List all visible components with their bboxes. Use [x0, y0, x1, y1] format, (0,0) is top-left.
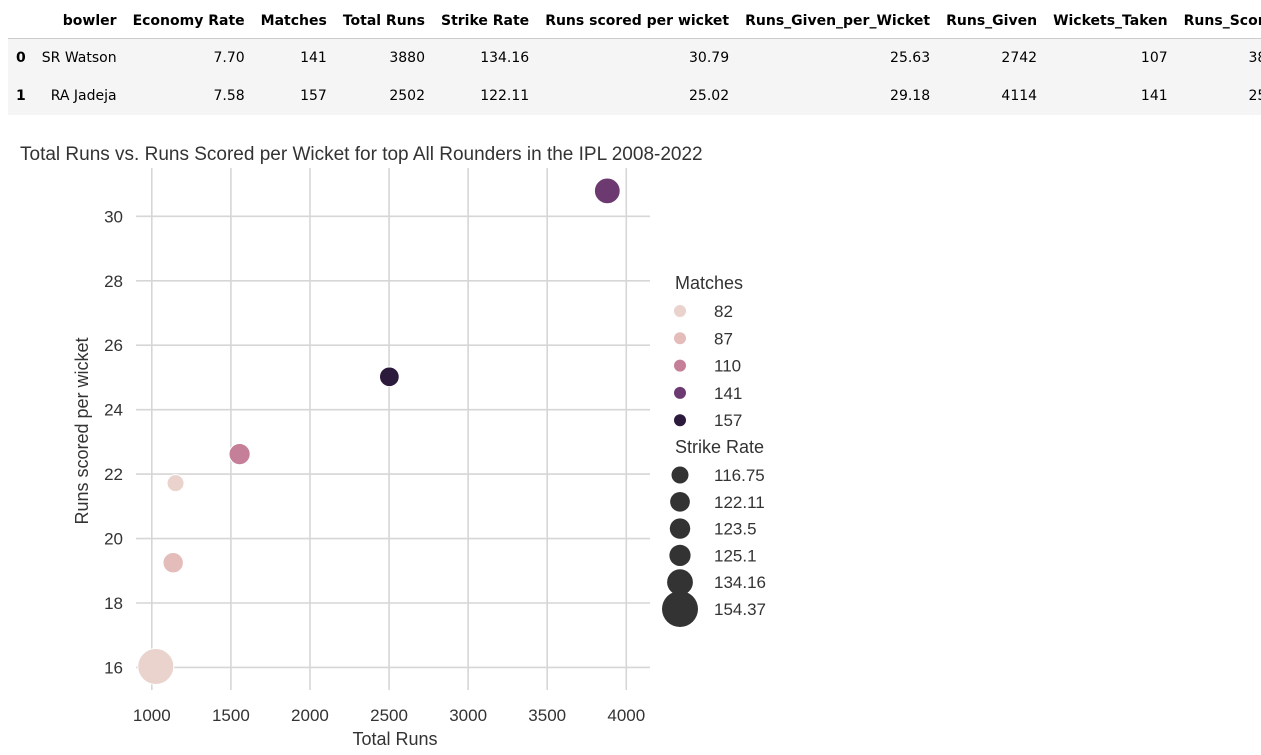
scatter-point — [379, 366, 400, 388]
column-header: Wickets_Taken — [1045, 4, 1176, 39]
size-legend-label: 116.75 — [714, 466, 765, 485]
size-legend-marker — [669, 544, 691, 567]
data-points — [137, 177, 621, 685]
y-tick-label: 18 — [104, 594, 123, 613]
table-cell: RA Jadeja — [33, 77, 125, 115]
size-legend-label: 134.16 — [714, 573, 766, 592]
y-tick-label: 30 — [104, 207, 123, 226]
size-legend-marker — [670, 491, 690, 512]
y-tick-label: 22 — [104, 465, 123, 484]
table-cell: 3880 — [334, 38, 433, 77]
column-header: Total Runs — [334, 4, 433, 39]
x-tick-labels: 1000 1500 2000 2500 3000 3500 4000 — [133, 706, 645, 725]
scatter-point — [162, 552, 184, 574]
table-cell: SR Watson — [33, 38, 125, 77]
table-cell: 107 — [1045, 38, 1176, 77]
table-cell: 2502 — [1175, 77, 1261, 115]
table-row: 1 RA Jadeja 7.58 157 2502 122.11 25.02 2… — [8, 77, 1261, 115]
hue-legend-label: 157 — [714, 411, 742, 430]
table-row: 0 SR Watson 7.70 141 3880 134.16 30.79 2… — [8, 38, 1261, 77]
column-header: Strike Rate — [432, 4, 538, 39]
table-cell: 2502 — [334, 77, 433, 115]
y-axis-label: Runs scored per wicket — [72, 337, 92, 524]
y-tick-labels: 16 18 20 22 24 26 28 30 — [104, 207, 123, 677]
x-tick-label: 3000 — [449, 706, 487, 725]
scatter-point — [137, 647, 175, 685]
column-header: Runs_Given_per_Wicket — [737, 4, 939, 39]
hue-legend-marker — [674, 332, 686, 345]
table-cell: 3880 — [1175, 38, 1261, 77]
table-cell: 141 — [1045, 77, 1176, 115]
y-tick-label: 24 — [104, 401, 123, 420]
table-cell: 122.11 — [432, 77, 538, 115]
table-cell: 157 — [252, 77, 335, 115]
table-cell: 7.70 — [124, 38, 253, 77]
hue-legend-marker — [674, 386, 686, 399]
hue-legend-label: 141 — [714, 384, 742, 403]
scatter-chart: Total Runs vs. Runs Scored per Wicket fo… — [20, 144, 766, 749]
size-legend-label: 154.37 — [714, 600, 766, 619]
table-cell: 25.02 — [537, 77, 738, 115]
size-legend-marker — [662, 591, 698, 627]
column-header: bowler — [33, 4, 125, 39]
table-cell: 7.58 — [124, 77, 253, 115]
x-tick-label: 2500 — [370, 706, 408, 725]
table-cell: 141 — [252, 38, 335, 77]
table-cell: 25.63 — [737, 38, 939, 77]
hue-legend-label: 82 — [714, 302, 733, 321]
hue-legend-label: 110 — [714, 357, 741, 376]
y-tick-label: 28 — [104, 272, 123, 291]
scatter-point — [166, 474, 185, 493]
hue-legend-marker — [674, 305, 686, 317]
legend: Matches Strike Rate 82 87 110 141 157 116.75 1… — [662, 273, 766, 627]
column-header: Runs_Given — [938, 4, 1046, 39]
size-legend-title: Strike Rate — [675, 437, 764, 457]
grid-lines — [136, 168, 650, 690]
size-legend-label: 125.1 — [714, 546, 757, 565]
column-header: Matches — [252, 4, 335, 39]
table-cell: 29.18 — [737, 77, 939, 115]
x-tick-label: 1500 — [212, 706, 250, 725]
y-tick-label: 16 — [104, 658, 123, 677]
x-tick-label: 3500 — [528, 706, 566, 725]
column-header — [8, 4, 34, 39]
hue-legend-marker — [674, 414, 686, 427]
size-legend-label: 122.11 — [714, 493, 765, 512]
size-legend-label: 123.5 — [714, 520, 757, 539]
size-legend-marker — [671, 466, 689, 484]
dataframe-table: bowler Economy Rate Matches Total Runs S… — [8, 4, 1261, 115]
table-cell: 4114 — [938, 77, 1046, 115]
table-cell: 30.79 — [537, 38, 738, 77]
hue-legend-label: 87 — [714, 329, 733, 348]
chart-title: Total Runs vs. Runs Scored per Wicket fo… — [20, 144, 703, 165]
table-header-row: bowler Economy Rate Matches Total Runs S… — [8, 4, 1261, 39]
column-header: Economy Rate — [124, 4, 253, 39]
x-tick-label: 1000 — [133, 706, 171, 725]
x-tick-label: 2000 — [291, 706, 329, 725]
column-header: Runs scored per wicket — [537, 4, 738, 39]
row-index: 1 — [8, 77, 34, 115]
size-legend-marker — [667, 569, 693, 596]
scatter-point — [593, 177, 621, 205]
x-axis-label: Total Runs — [352, 729, 437, 749]
scatter-point — [228, 443, 251, 466]
row-index: 0 — [8, 38, 34, 77]
table-cell: 2742 — [938, 38, 1046, 77]
size-legend-marker — [669, 518, 691, 539]
y-tick-label: 26 — [104, 336, 123, 355]
column-header: Runs_Scored — [1175, 4, 1261, 39]
y-tick-label: 20 — [104, 530, 123, 549]
x-tick-label: 4000 — [607, 706, 645, 725]
hue-legend-title: Matches — [675, 273, 743, 293]
hue-legend-marker — [674, 359, 686, 372]
table-cell: 134.16 — [432, 38, 538, 77]
